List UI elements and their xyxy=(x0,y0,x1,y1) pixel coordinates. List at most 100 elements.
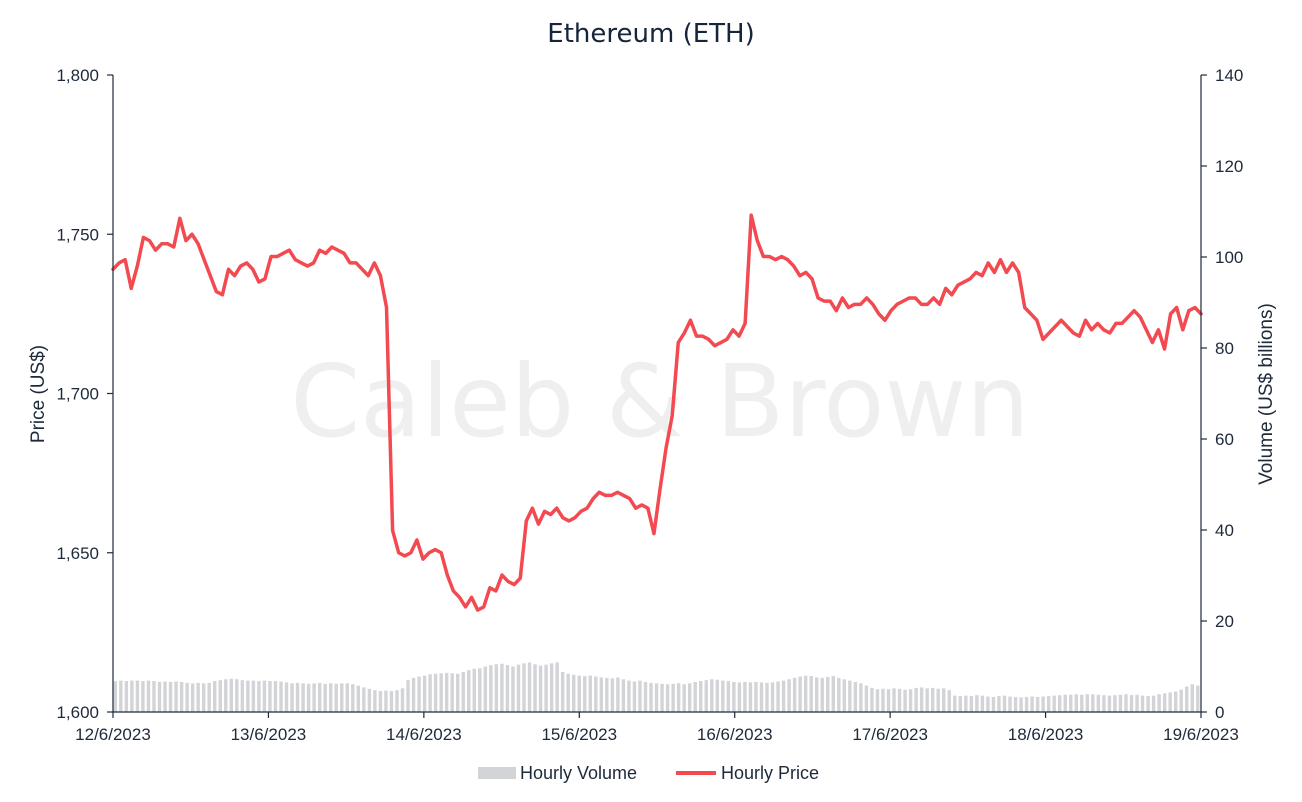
volume-bar xyxy=(489,665,493,712)
volume-bar xyxy=(654,683,659,712)
volume-bar xyxy=(356,685,361,712)
volume-bar xyxy=(450,673,454,712)
volume-bar xyxy=(953,695,957,712)
volume-bar xyxy=(328,683,333,712)
volume-bar xyxy=(516,664,521,712)
volume-bar xyxy=(776,681,780,712)
volume-bar xyxy=(417,676,421,712)
volume-bar xyxy=(848,680,852,712)
x-tick-label: 14/6/2023 xyxy=(386,725,462,744)
volume-bar xyxy=(1140,695,1145,712)
volume-bar xyxy=(1129,695,1134,712)
volume-bar xyxy=(257,681,261,712)
volume-bar xyxy=(1173,691,1178,712)
y-axis-right-label: Volume (US$ billions) xyxy=(1256,303,1277,485)
left-axis-ticks: 1,600 1,650 1,700 1,750 1,800 xyxy=(56,66,113,722)
volume-bar xyxy=(798,676,802,712)
volume-bar xyxy=(494,664,499,712)
volume-bar xyxy=(130,680,134,712)
volume-bar xyxy=(875,689,880,712)
volume-bar xyxy=(422,675,427,712)
volume-bar xyxy=(544,664,548,712)
volume-bar xyxy=(428,674,432,712)
volume-bar xyxy=(1168,692,1172,712)
volume-bar xyxy=(246,680,250,712)
y-right-tick-label: 100 xyxy=(1215,248,1243,267)
volume-bar xyxy=(660,683,664,712)
y-right-tick-label: 0 xyxy=(1215,703,1224,722)
volume-bar xyxy=(903,689,907,712)
volume-bar xyxy=(842,679,847,712)
volume-bar xyxy=(467,670,471,712)
volume-bar xyxy=(1030,696,1034,712)
volume-bar xyxy=(1157,694,1161,712)
volume-bar xyxy=(1035,696,1040,712)
volume-bar xyxy=(792,677,797,713)
volume-bar xyxy=(826,676,830,712)
right-axis-ticks: 0 20 40 60 80 100 120 140 xyxy=(1201,66,1243,722)
legend-price-label: Hourly Price xyxy=(721,763,819,783)
volume-bar xyxy=(461,671,465,712)
y-right-tick-label: 120 xyxy=(1215,157,1243,176)
volume-bar xyxy=(610,678,615,712)
y-right-tick-label: 80 xyxy=(1215,339,1234,358)
volume-bar xyxy=(1190,684,1194,712)
volume-bar xyxy=(1058,695,1062,712)
volume-bar xyxy=(864,685,869,712)
volume-bar xyxy=(781,680,786,712)
volume-bar xyxy=(301,683,305,712)
volume-bar xyxy=(400,688,405,712)
volume-bar xyxy=(168,681,173,712)
volume-bar xyxy=(152,681,156,712)
volume-bar xyxy=(1069,694,1073,712)
volume-bar xyxy=(837,677,841,713)
volume-bar xyxy=(406,680,410,712)
volume-bar xyxy=(621,679,626,712)
volume-bar xyxy=(964,695,968,712)
legend-volume-swatch xyxy=(478,767,516,779)
volume-bar xyxy=(141,681,145,712)
volume-bar xyxy=(218,680,222,712)
volume-bar xyxy=(676,683,681,712)
volume-bar xyxy=(942,688,946,712)
volume-bar xyxy=(378,691,383,712)
volume-bar xyxy=(163,681,167,712)
volume-bar xyxy=(340,683,344,712)
volume-bar xyxy=(444,672,449,712)
volume-bar xyxy=(1091,694,1095,712)
volume-bar xyxy=(588,675,592,712)
volume-bar xyxy=(1113,695,1117,712)
volume-bar xyxy=(638,680,642,712)
volume-bar xyxy=(1185,686,1189,712)
volume-bar xyxy=(124,681,129,712)
volume-bar xyxy=(560,671,565,712)
volume-bar xyxy=(594,676,598,712)
volume-bar xyxy=(737,682,742,712)
volume-bar xyxy=(1124,694,1128,712)
volume-bar xyxy=(815,677,819,712)
volume-bar xyxy=(174,681,178,712)
volume-bar xyxy=(555,662,559,712)
volume-bar xyxy=(1146,696,1150,712)
volume-bar xyxy=(643,681,648,712)
volume-bar xyxy=(809,676,813,712)
volume-bar xyxy=(1024,696,1029,712)
volume-bar xyxy=(577,675,581,712)
volume-bar xyxy=(649,682,653,712)
volume-bar xyxy=(1080,694,1084,712)
volume-bar xyxy=(682,684,686,712)
volume-bar xyxy=(997,696,1001,712)
volume-bar xyxy=(306,683,311,712)
volume-bar xyxy=(472,668,476,712)
volume-bar xyxy=(726,681,731,712)
volume-bar xyxy=(201,683,206,712)
volume-bar xyxy=(268,681,272,712)
volume-bar xyxy=(699,681,703,712)
x-tick-label: 13/6/2023 xyxy=(231,725,307,744)
volume-bar xyxy=(505,665,510,712)
volume-bar xyxy=(671,683,675,712)
volume-bar xyxy=(1063,694,1067,712)
x-tick-label: 19/6/2023 xyxy=(1163,725,1239,744)
volume-bar xyxy=(456,673,460,712)
legend: Hourly Volume Hourly Price xyxy=(478,763,819,783)
